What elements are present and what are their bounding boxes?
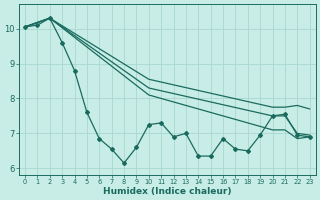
X-axis label: Humidex (Indice chaleur): Humidex (Indice chaleur) — [103, 187, 232, 196]
